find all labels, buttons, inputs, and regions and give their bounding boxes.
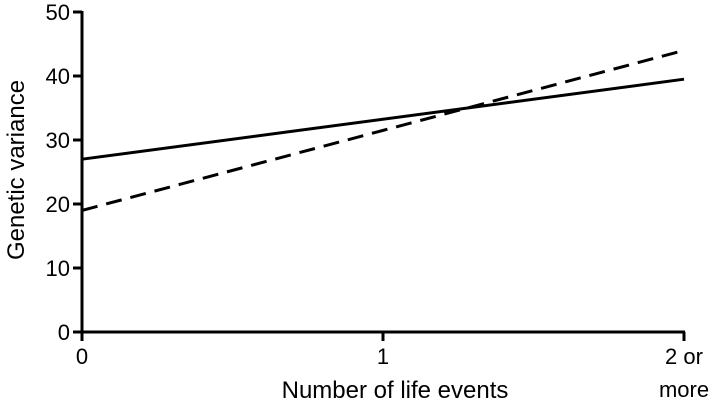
series-group [81, 48, 685, 212]
x-tick-label: 2 or more [659, 344, 709, 402]
x-tick-label: 1 [377, 344, 389, 369]
x-axis-ticks: 0 1 2 or more [76, 332, 709, 402]
series-line-solid [81, 77, 685, 161]
y-tick-label: 30 [46, 128, 70, 153]
y-tick-label: 20 [46, 192, 70, 217]
y-tick-label: 10 [46, 256, 70, 281]
y-tick-label: 50 [46, 0, 70, 25]
x-tick-label: 0 [76, 344, 88, 369]
y-axis-ticks: 0 10 20 30 40 50 [46, 0, 82, 345]
series-line-dashed [81, 48, 685, 212]
y-tick-label: 40 [46, 64, 70, 89]
y-tick-label: 0 [58, 320, 70, 345]
y-axis-label: Genetic variance [3, 80, 30, 260]
x-axis-label: Number of life events [282, 377, 509, 404]
